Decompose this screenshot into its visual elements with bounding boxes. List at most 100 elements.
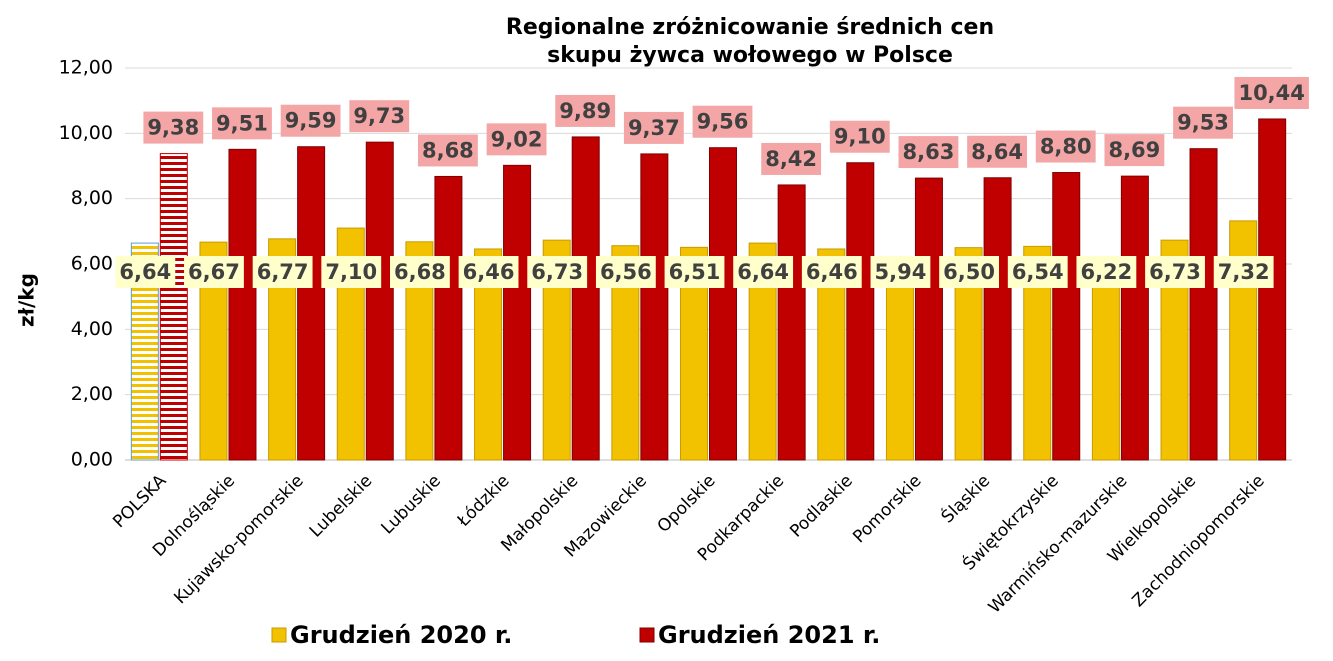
data-label-box — [829, 120, 890, 153]
data-label-box — [1076, 256, 1137, 288]
bar — [1189, 148, 1218, 461]
data-label: 5,94 — [870, 256, 931, 288]
data-label-box — [801, 256, 862, 288]
data-label: 9,37 — [623, 111, 684, 144]
bar — [640, 153, 669, 461]
x-tick-label: POLSKA — [109, 471, 170, 532]
data-label: 9,51 — [212, 107, 272, 140]
data-label: 10,44 — [1238, 81, 1304, 105]
data-label: 8,68 — [422, 138, 474, 162]
data-label: 6,77 — [257, 260, 309, 284]
data-label: 6,68 — [389, 256, 450, 288]
data-label: 6,50 — [939, 256, 1000, 288]
data-label: 9,56 — [697, 110, 749, 134]
bar — [1091, 256, 1120, 461]
data-label-box — [115, 256, 176, 288]
data-label-box — [595, 256, 656, 288]
data-label: 6,73 — [1145, 256, 1205, 288]
data-label: 6,50 — [943, 260, 995, 284]
data-label: 8,80 — [1040, 135, 1092, 159]
x-tick-label: Lubelskie — [306, 471, 377, 542]
data-label: 6,54 — [1012, 260, 1064, 284]
data-label: 9,56 — [692, 105, 753, 138]
data-label: 9,10 — [829, 120, 890, 153]
x-tick-label: Warmińsko-mazurskie — [985, 471, 1132, 618]
y-tick-label: 4,00 — [71, 318, 113, 340]
data-label-box — [417, 134, 478, 167]
data-label-box — [898, 136, 959, 169]
data-label: 8,68 — [417, 134, 478, 167]
data-label: 9,89 — [555, 94, 616, 127]
data-label: 6,46 — [801, 256, 862, 288]
data-label: 9,73 — [349, 100, 410, 133]
data-label-box — [1145, 256, 1205, 288]
data-label: 6,64 — [119, 260, 171, 284]
data-label: 6,73 — [531, 260, 583, 284]
data-label: 6,64 — [733, 256, 794, 288]
data-label: 6,51 — [669, 260, 721, 284]
x-tick-label: Pomorskie — [849, 471, 925, 547]
bar — [914, 177, 943, 461]
data-label: 6,46 — [806, 260, 858, 284]
data-label: 9,89 — [559, 99, 611, 123]
data-label-box — [1234, 76, 1309, 109]
data-label-box — [761, 142, 822, 175]
data-label: 8,64 — [967, 135, 1028, 168]
data-label: 9,59 — [280, 104, 341, 137]
bar — [159, 153, 188, 461]
x-tick-label: Podlaskie — [786, 471, 857, 542]
y-tick-label: 12,00 — [59, 57, 113, 79]
data-label: 9,51 — [216, 111, 268, 135]
data-label: 8,69 — [1108, 138, 1160, 162]
data-label: 9,53 — [1177, 111, 1229, 135]
data-label: 6,22 — [1080, 260, 1132, 284]
bar — [709, 147, 737, 461]
legend-label: Grudzień 2021 r. — [658, 621, 880, 649]
data-label: 9,38 — [147, 116, 199, 140]
chart-title: Regionalne zróżnicowanie średnich cen sk… — [505, 15, 995, 68]
data-label: 6,46 — [463, 260, 515, 284]
x-tick-label: Opolskie — [654, 471, 720, 537]
bar — [983, 177, 1012, 461]
bar — [365, 141, 394, 461]
data-label: 8,63 — [898, 136, 959, 169]
data-label-box — [458, 256, 519, 288]
data-label: 6,77 — [252, 256, 313, 288]
data-label-box — [527, 256, 588, 288]
data-label: 8,63 — [903, 140, 955, 164]
data-label: 7,32 — [1218, 260, 1270, 284]
data-label-box — [733, 256, 794, 288]
data-label-box — [939, 256, 1000, 288]
data-label: 8,69 — [1104, 134, 1165, 167]
data-label-box — [321, 256, 382, 288]
data-label-box — [623, 111, 684, 144]
data-label: 9,53 — [1173, 106, 1233, 139]
data-label-box — [1173, 106, 1233, 139]
data-label-box — [184, 256, 244, 288]
bar — [571, 136, 600, 461]
data-label-box — [1104, 134, 1165, 167]
data-label-box — [692, 105, 753, 138]
data-label-box — [555, 94, 616, 127]
data-label: 6,73 — [527, 256, 588, 288]
bar — [228, 148, 257, 461]
data-label: 6,68 — [394, 260, 446, 284]
data-label: 6,56 — [595, 256, 656, 288]
data-label: 6,56 — [600, 260, 652, 284]
bar — [297, 146, 326, 461]
data-label-box — [212, 107, 272, 140]
bar — [1258, 118, 1287, 461]
bar — [846, 162, 875, 461]
data-label: 6,67 — [188, 260, 240, 284]
y-tick-label: 8,00 — [71, 187, 113, 209]
data-label: 9,37 — [628, 116, 680, 140]
data-label-box — [349, 100, 410, 133]
data-label-box — [486, 123, 547, 156]
bar — [503, 164, 532, 461]
data-label: 8,42 — [765, 147, 817, 171]
x-tick-label: Śląskie — [936, 470, 994, 528]
data-label: 9,02 — [491, 127, 543, 151]
bar — [1052, 172, 1081, 461]
